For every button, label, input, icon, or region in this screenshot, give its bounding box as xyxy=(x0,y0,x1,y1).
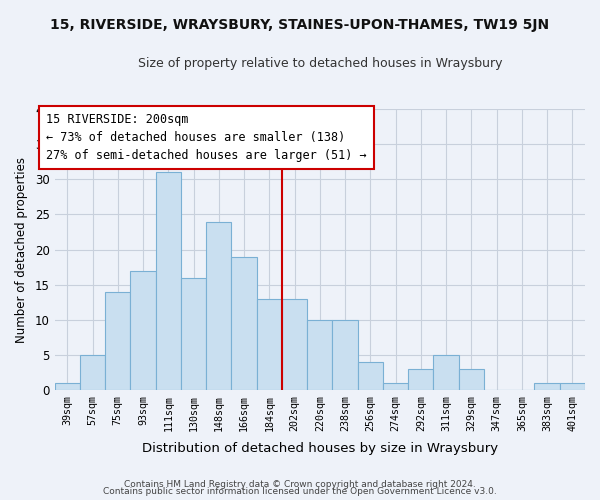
Bar xyxy=(459,369,484,390)
Text: Contains public sector information licensed under the Open Government Licence v3: Contains public sector information licen… xyxy=(103,488,497,496)
Bar xyxy=(232,256,257,390)
Text: 15 RIVERSIDE: 200sqm
← 73% of detached houses are smaller (138)
27% of semi-deta: 15 RIVERSIDE: 200sqm ← 73% of detached h… xyxy=(46,112,367,162)
Bar xyxy=(206,222,232,390)
Bar xyxy=(307,320,332,390)
X-axis label: Distribution of detached houses by size in Wraysbury: Distribution of detached houses by size … xyxy=(142,442,498,455)
Bar xyxy=(181,278,206,390)
Bar xyxy=(155,172,181,390)
Bar xyxy=(130,270,155,390)
Y-axis label: Number of detached properties: Number of detached properties xyxy=(15,156,28,342)
Bar xyxy=(55,383,80,390)
Bar xyxy=(408,369,433,390)
Bar xyxy=(560,383,585,390)
Bar xyxy=(358,362,383,390)
Title: Size of property relative to detached houses in Wraysbury: Size of property relative to detached ho… xyxy=(137,58,502,70)
Bar xyxy=(257,298,282,390)
Bar xyxy=(535,383,560,390)
Bar xyxy=(105,292,130,390)
Bar xyxy=(433,355,459,390)
Bar xyxy=(383,383,408,390)
Text: Contains HM Land Registry data © Crown copyright and database right 2024.: Contains HM Land Registry data © Crown c… xyxy=(124,480,476,489)
Bar xyxy=(80,355,105,390)
Bar xyxy=(332,320,358,390)
Bar xyxy=(282,298,307,390)
Text: 15, RIVERSIDE, WRAYSBURY, STAINES-UPON-THAMES, TW19 5JN: 15, RIVERSIDE, WRAYSBURY, STAINES-UPON-T… xyxy=(50,18,550,32)
